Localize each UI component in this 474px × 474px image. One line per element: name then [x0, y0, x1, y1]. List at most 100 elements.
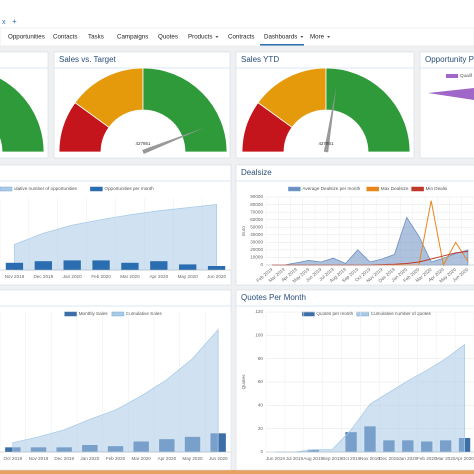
- y-tick-label: 20000: [250, 247, 263, 252]
- bar: [207, 266, 226, 270]
- panel-title: Sales vs. Target: [59, 55, 117, 64]
- legend-label: Average Dealsize per month: [302, 186, 360, 191]
- nav-item[interactable]: Products: [188, 34, 212, 41]
- legend-label: Qualif: [460, 73, 473, 78]
- bar: [63, 260, 81, 270]
- bar: [150, 261, 168, 270]
- x-tick-label: Mar 2020: [131, 456, 151, 461]
- legend-swatch: [411, 186, 424, 192]
- panel: [419, 51, 474, 159]
- x-tick-label: Nov 2019: [5, 274, 25, 279]
- legend-label: Max Dealsize: [381, 186, 409, 191]
- gauge-needle: [323, 87, 337, 153]
- bar: [92, 260, 110, 270]
- y-tick-label: 50000: [250, 224, 263, 229]
- x-tick-label: Feb 2020: [91, 274, 111, 279]
- y-tick-label: 60000: [250, 217, 263, 222]
- x-tick-label: Jan 2020: [398, 456, 417, 461]
- y-tick-label: 0: [260, 262, 263, 267]
- legend-swatch: [90, 186, 103, 192]
- bar: [121, 262, 139, 270]
- footer-strip: [0, 470, 474, 474]
- y-tick-label: 80: [258, 356, 264, 361]
- gauge-label: 427861: [318, 141, 334, 146]
- legend-swatch: [288, 186, 301, 192]
- legend-swatch: [111, 311, 125, 317]
- tab-bar: [0, 0, 474, 28]
- x-tick-label: Aug 2019: [303, 456, 323, 461]
- nav-item[interactable]: Contacts: [53, 34, 77, 41]
- legend-swatch: [64, 311, 77, 317]
- panel-title: Opportunity Pipe: [425, 55, 474, 64]
- nav-item[interactable]: More: [310, 34, 325, 41]
- legend-swatch: [356, 311, 370, 317]
- nav-item[interactable]: Tasks: [88, 34, 104, 41]
- x-tick-label: Mar 2020: [436, 456, 456, 461]
- x-tick-label: May 2020: [178, 274, 199, 279]
- x-tick-label: Dec 2019: [33, 274, 53, 279]
- legend-label: Opportunities per month: [104, 186, 154, 191]
- legend-label: Cumulative number of quotes: [371, 311, 432, 316]
- x-tick-label: Jun 2020: [207, 274, 226, 279]
- y-tick-label: 40: [258, 403, 264, 408]
- x-tick-label: Oct 2019: [4, 456, 23, 461]
- y-tick-label: 90000: [250, 194, 263, 199]
- area: [14, 203, 217, 271]
- y-tick-label: 20: [258, 426, 264, 431]
- legend-swatch: [0, 186, 13, 192]
- panel-title: Quotes Per Month: [241, 293, 306, 302]
- legend-label: Cumulative Sales: [126, 311, 162, 316]
- nav-item[interactable]: Campaigns: [117, 34, 148, 41]
- area: [275, 343, 465, 453]
- y-tick-label: 120: [255, 309, 263, 314]
- nav-item[interactable]: Opportunities: [8, 34, 45, 41]
- y-tick-label: 40000: [250, 232, 263, 237]
- x-tick-label: Apr 2020: [455, 456, 474, 461]
- bar: [34, 261, 52, 270]
- y-tick-label: 70000: [250, 209, 263, 214]
- x-tick-label: Mar 2020: [120, 274, 140, 279]
- nav-item[interactable]: Dashboards: [264, 34, 297, 41]
- gauge-band: [325, 67, 411, 153]
- bar: [179, 264, 197, 270]
- x-tick-label: Sep 2019: [322, 456, 342, 461]
- x-tick-label: Oct 2019: [342, 456, 361, 461]
- gauge-band: [0, 77, 45, 153]
- panel-title: Sales YTD: [241, 55, 279, 64]
- gauge-label: 427861: [135, 141, 151, 146]
- legend-swatch: [446, 74, 458, 78]
- y-tick-label: 80000: [250, 202, 263, 207]
- x-tick-label: Jun 2019: [266, 456, 285, 461]
- x-tick-label: Apr 2020: [149, 274, 168, 279]
- dropdown-caret: [215, 36, 219, 38]
- y-tick-label: 10000: [250, 255, 263, 260]
- x-tick-label: Feb 2020: [417, 456, 437, 461]
- y-tick-label: 30000: [250, 240, 263, 245]
- x-tick-label: Jun 2020: [209, 456, 228, 461]
- gauge-band: [142, 67, 228, 153]
- y-tick-label: 0: [260, 449, 263, 454]
- y-tick-label: 100: [255, 333, 263, 338]
- area: [12, 328, 219, 453]
- funnel: [428, 88, 474, 100]
- y-axis-label: Euro: [241, 226, 246, 236]
- legend-swatch: [302, 311, 315, 317]
- x-tick-label: Nov 2019: [360, 456, 380, 461]
- area: [272, 216, 469, 266]
- nav-item[interactable]: Contracts: [228, 34, 254, 41]
- nav-item[interactable]: Quotes: [158, 34, 178, 41]
- panel-title: Dealsize: [241, 168, 272, 177]
- tab-add[interactable]: +: [12, 17, 17, 26]
- dropdown-caret: [327, 36, 331, 38]
- legend-label: Monthly Sales: [79, 311, 109, 316]
- legend-label: Min Dealsi: [426, 186, 447, 191]
- x-tick-label: Nov 2019: [29, 456, 49, 461]
- tab-close[interactable]: x: [2, 19, 6, 26]
- legend-label: ulative number of opportunities: [14, 186, 78, 191]
- x-tick-label: Jul 2019: [286, 456, 304, 461]
- x-tick-label: Dec 2019: [54, 456, 74, 461]
- x-tick-label: May 2020: [182, 456, 203, 461]
- active-underline: [260, 44, 304, 46]
- bar: [5, 262, 24, 270]
